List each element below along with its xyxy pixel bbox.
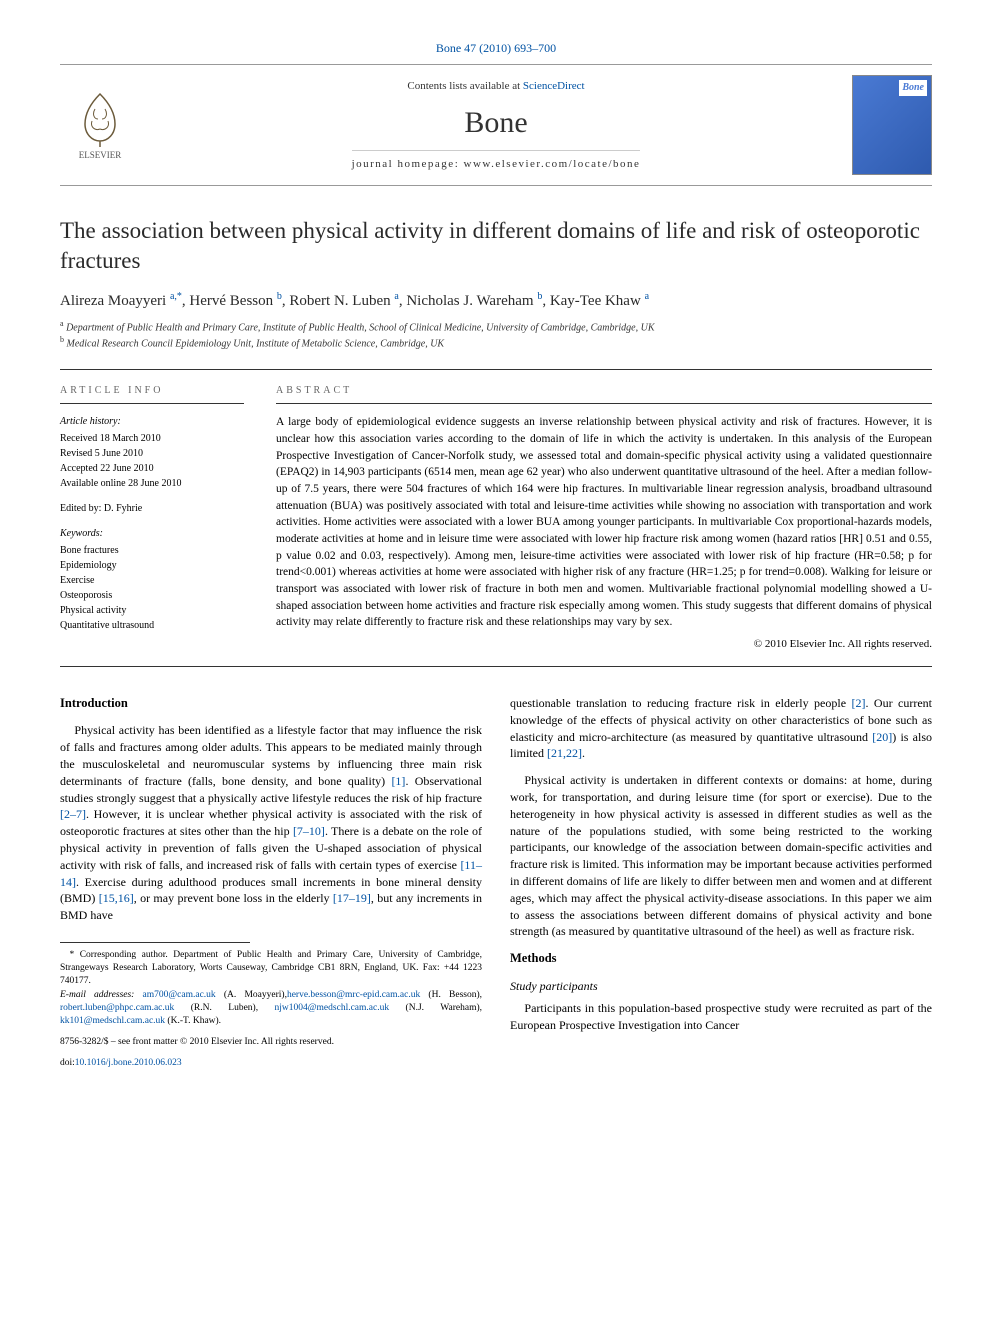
elsevier-logo: ELSEVIER [60, 80, 140, 170]
intro-paragraph-1: Physical activity has been identified as… [60, 722, 482, 924]
keywords-label: Keywords: [60, 526, 244, 541]
contents-line: Contents lists available at ScienceDirec… [140, 79, 852, 94]
keyword: Exercise [60, 573, 244, 588]
email-addresses: E-mail addresses: am700@cam.ac.uk (A. Mo… [60, 989, 482, 1027]
ref-15-16[interactable]: [15,16] [99, 891, 134, 905]
abstract-column: abstract A large body of epidemiological… [260, 370, 932, 666]
doi-line: doi:10.1016/j.bone.2010.06.023 [60, 1057, 482, 1070]
keyword: Physical activity [60, 603, 244, 618]
email-link[interactable]: herve.besson@mrc-epid.cam.ac.uk [287, 990, 420, 1000]
journal-name: Bone [140, 103, 852, 144]
methods-heading: Methods [510, 950, 932, 968]
abstract-text: A large body of epidemiological evidence… [276, 414, 932, 631]
publisher-name: ELSEVIER [79, 149, 122, 161]
journal-center: Contents lists available at ScienceDirec… [140, 79, 852, 172]
body-two-column: Introduction Physical activity has been … [60, 695, 932, 1072]
citation-header: Bone 47 (2010) 693–700 [60, 40, 932, 56]
info-head: article info [60, 384, 244, 405]
issn-line: 8756-3282/$ – see front matter © 2010 El… [60, 1036, 482, 1049]
abstract-head: abstract [276, 384, 932, 405]
history-line: Received 18 March 2010 [60, 431, 244, 446]
intro-paragraph-2: Physical activity is undertaken in diffe… [510, 772, 932, 940]
journal-header: ELSEVIER Contents lists available at Sci… [60, 65, 932, 186]
methods-paragraph-1: Participants in this population-based pr… [510, 1000, 932, 1034]
info-abstract-row: article info Article history: Received 1… [60, 369, 932, 667]
article-info-column: article info Article history: Received 1… [60, 370, 260, 666]
ref-20[interactable]: [20] [872, 730, 892, 744]
doi-link[interactable]: 10.1016/j.bone.2010.06.023 [75, 1058, 182, 1068]
history-block: Article history: Received 18 March 2010R… [60, 414, 244, 491]
history-label: Article history: [60, 414, 244, 429]
elsevier-tree-icon [70, 89, 130, 149]
edited-by: Edited by: D. Fyhrie [60, 501, 244, 516]
email-link[interactable]: am700@cam.ac.uk [143, 990, 216, 1000]
keyword: Epidemiology [60, 558, 244, 573]
cover-label: Bone [899, 80, 927, 96]
citation-link[interactable]: Bone 47 (2010) 693–700 [436, 41, 556, 55]
history-line: Revised 5 June 2010 [60, 446, 244, 461]
journal-homepage: journal homepage: www.elsevier.com/locat… [352, 150, 641, 172]
affiliation: a Department of Public Health and Primar… [60, 319, 932, 335]
footnote-block: * Corresponding author. Department of Pu… [60, 949, 482, 1070]
email-link[interactable]: njw1004@medschl.cam.ac.uk [275, 1003, 390, 1013]
keyword: Quantitative ultrasound [60, 618, 244, 633]
ref-17-19[interactable]: [17–19] [333, 891, 371, 905]
affiliation: b Medical Research Council Epidemiology … [60, 335, 932, 351]
affiliations: a Department of Public Health and Primar… [60, 319, 932, 351]
ref-2[interactable]: [2] [851, 696, 865, 710]
keyword: Osteoporosis [60, 588, 244, 603]
history-line: Available online 28 June 2010 [60, 476, 244, 491]
ref-21-22[interactable]: [21,22] [547, 746, 582, 760]
intro-continued: questionable translation to reducing fra… [510, 695, 932, 762]
introduction-heading: Introduction [60, 695, 482, 713]
sciencedirect-link[interactable]: ScienceDirect [523, 80, 585, 92]
authors-line: Alireza Moayyeri a,*, Hervé Besson b, Ro… [60, 290, 932, 311]
ref-1[interactable]: [1] [391, 774, 405, 788]
email-link[interactable]: kk101@medschl.cam.ac.uk [60, 1016, 165, 1026]
ref-7-10[interactable]: [7–10] [293, 824, 325, 838]
right-column: questionable translation to reducing fra… [510, 695, 932, 1072]
corresponding-author: * Corresponding author. Department of Pu… [60, 949, 482, 987]
history-line: Accepted 22 June 2010 [60, 461, 244, 476]
left-column: Introduction Physical activity has been … [60, 695, 482, 1072]
keywords-block: Keywords: Bone fracturesEpidemiologyExer… [60, 526, 244, 633]
ref-2-7[interactable]: [2–7] [60, 807, 86, 821]
article-title: The association between physical activit… [60, 216, 932, 276]
study-participants-heading: Study participants [510, 978, 932, 995]
email-link[interactable]: robert.luben@phpc.cam.ac.uk [60, 1003, 174, 1013]
journal-cover-thumb: Bone [852, 75, 932, 175]
abstract-copyright: © 2010 Elsevier Inc. All rights reserved… [276, 637, 932, 652]
footnote-separator [60, 942, 250, 943]
keyword: Bone fractures [60, 543, 244, 558]
